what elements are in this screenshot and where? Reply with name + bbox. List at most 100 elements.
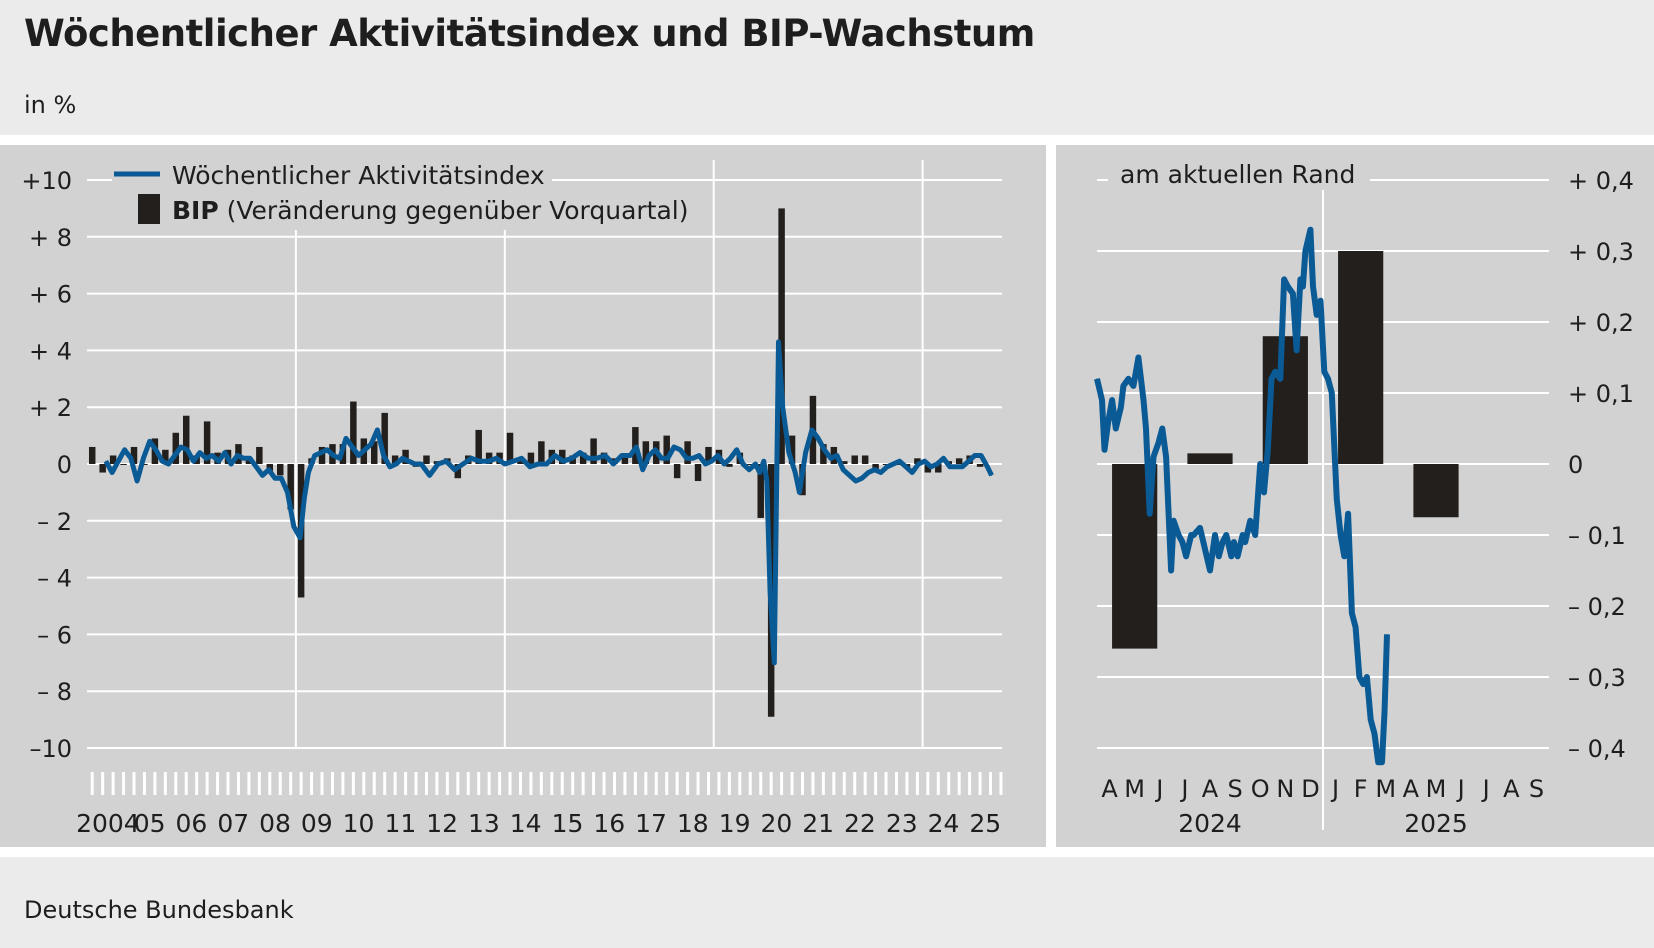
left-gdp-bar [684, 441, 691, 464]
right-activity-index-point [1237, 555, 1239, 557]
left-activity-index-point [798, 491, 800, 493]
right-activity-index-point [1101, 399, 1103, 401]
left-gdp-bar [402, 449, 409, 464]
left-gdp-bar [851, 455, 858, 464]
right-activity-index-point [1190, 534, 1192, 536]
left-activity-index-point [230, 463, 232, 465]
right-activity-index-point [1302, 286, 1304, 287]
left-activity-index-point [454, 469, 456, 471]
left-activity-index-point [429, 474, 431, 476]
right-activity-index-point [1233, 541, 1235, 543]
left-activity-index-point [255, 466, 257, 468]
right-activity-index-point [1331, 392, 1333, 394]
left-activity-index-point [930, 466, 932, 468]
left-activity-index-point [861, 477, 863, 479]
left-activity-index-point [717, 454, 719, 456]
left-activity-index-point [199, 452, 201, 454]
left-activity-index-point [629, 454, 631, 456]
left-activity-index-point [849, 474, 850, 476]
unit-label: in % [24, 91, 77, 119]
left-x-tick-label: 13 [468, 809, 500, 838]
right-month-label: D [1301, 775, 1319, 803]
source-label: Deutsche Bundesbank [24, 896, 294, 924]
left-x-tick-label: 25 [969, 809, 1001, 838]
left-activity-index-point [766, 480, 768, 482]
left-x-tick-label: 11 [384, 809, 416, 838]
right-activity-index-point [1170, 570, 1172, 571]
right-y-tick-label: – 0,2 [1568, 593, 1626, 621]
left-activity-index-point [470, 457, 472, 459]
panel-divider [1046, 135, 1056, 855]
left-activity-index-point [943, 457, 945, 459]
left-activity-index-point [830, 457, 832, 459]
legend-bar-swatch [138, 194, 160, 224]
left-activity-index-point [736, 449, 738, 451]
right-activity-index-point [1319, 300, 1321, 302]
left-gdp-bar [924, 464, 932, 473]
right-year-label: 2025 [1404, 809, 1468, 838]
right-activity-index-point [1358, 676, 1360, 678]
right-y-tick-label: – 0,1 [1568, 522, 1626, 550]
left-activity-index-point [224, 452, 226, 454]
left-activity-index-point [546, 463, 548, 465]
left-activity-index-line [103, 339, 994, 666]
left-activity-index-point [949, 466, 951, 468]
left-activity-index-point [414, 463, 416, 465]
left-activity-index-point [161, 460, 163, 462]
left-x-tick-label: 20 [760, 809, 792, 838]
left-gdp-bar [820, 444, 827, 464]
left-activity-index-point [777, 341, 779, 343]
left-activity-index-point [782, 406, 784, 408]
left-gdp-bar [475, 429, 482, 464]
left-activity-index-point [180, 446, 182, 448]
right-month-label: A [1403, 775, 1420, 803]
left-activity-index-point [326, 449, 328, 451]
left-activity-index-point [236, 454, 238, 456]
right-activity-index-point [1242, 534, 1244, 536]
left-gdp-bar [955, 458, 963, 464]
left-activity-index-point [855, 480, 857, 482]
left-gdp-bar [621, 455, 629, 464]
left-activity-index-point [562, 460, 564, 462]
left-activity-index-point [111, 472, 113, 474]
left-activity-index-point [704, 463, 706, 465]
left-activity-index-point [754, 463, 756, 465]
left-x-tick-label: 08 [259, 809, 291, 838]
left-x-tick-label: 24 [928, 809, 960, 838]
left-activity-index-point [395, 463, 397, 465]
left-activity-index-point [642, 469, 644, 471]
left-activity-index-point [823, 449, 825, 451]
right-activity-index-point [1274, 371, 1276, 373]
right-month-label: J [1154, 775, 1163, 803]
left-gdp-bar [245, 458, 253, 464]
right-activity-index-point [1132, 385, 1134, 387]
left-activity-index-point [193, 460, 195, 462]
left-y-tick-label: – 4 [37, 565, 72, 593]
left-gdp-bar [381, 412, 388, 464]
left-y-tick-label: 0 [57, 451, 72, 479]
right-activity-index-point [1153, 456, 1154, 458]
left-x-tick-label: 21 [802, 809, 834, 838]
right-panel-title: am aktuellen Rand [1120, 160, 1355, 189]
right-activity-index-point [1381, 761, 1383, 763]
right-activity-index-point [1373, 733, 1375, 735]
bottom-divider [0, 847, 1654, 857]
right-activity-index-point [1309, 229, 1311, 231]
left-activity-index-point [495, 457, 497, 459]
right-month-label: A [1503, 775, 1520, 803]
right-activity-index-point [1127, 378, 1129, 380]
left-activity-index-point [521, 457, 523, 459]
left-activity-index-point [874, 469, 876, 471]
left-activity-index-point [268, 469, 270, 471]
left-activity-index-point [364, 449, 366, 451]
left-activity-index-point [698, 454, 700, 456]
left-x-tick-label: 09 [301, 809, 333, 838]
left-gdp-bar [694, 464, 702, 482]
left-x-tick-label: 12 [426, 809, 458, 838]
left-activity-index-point [117, 460, 119, 462]
top-divider [0, 135, 1654, 145]
left-gdp-bar [99, 464, 106, 473]
left-activity-index-point [667, 457, 669, 459]
right-activity-index-point [1149, 513, 1151, 515]
left-gdp-bar [882, 464, 890, 465]
